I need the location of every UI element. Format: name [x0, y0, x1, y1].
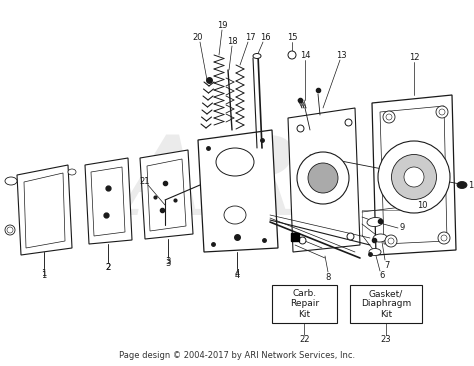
Text: 22: 22	[299, 335, 310, 344]
Polygon shape	[85, 158, 132, 244]
Polygon shape	[288, 108, 360, 252]
Text: 6: 6	[379, 270, 385, 280]
Ellipse shape	[386, 114, 392, 120]
Ellipse shape	[392, 154, 437, 199]
Text: 2: 2	[105, 264, 110, 273]
Text: 3: 3	[165, 258, 171, 266]
Ellipse shape	[224, 206, 246, 224]
Text: 18: 18	[227, 37, 237, 46]
Text: 13: 13	[336, 52, 346, 60]
Ellipse shape	[288, 51, 296, 59]
Polygon shape	[198, 130, 278, 252]
Text: ARI: ARI	[122, 131, 352, 239]
Text: 8: 8	[325, 273, 331, 281]
Text: 1: 1	[41, 269, 46, 277]
Text: 7: 7	[384, 261, 390, 269]
Ellipse shape	[216, 148, 254, 176]
Ellipse shape	[457, 182, 467, 188]
Ellipse shape	[68, 169, 76, 175]
Ellipse shape	[441, 235, 447, 241]
Text: 16: 16	[260, 34, 270, 42]
Ellipse shape	[378, 141, 450, 213]
Text: Page design © 2004-2017 by ARI Network Services, Inc.: Page design © 2004-2017 by ARI Network S…	[119, 351, 355, 361]
Ellipse shape	[253, 53, 261, 59]
Text: 11: 11	[468, 180, 474, 190]
Text: 20: 20	[193, 34, 203, 42]
Ellipse shape	[369, 249, 381, 255]
Text: 21: 21	[140, 178, 150, 187]
Ellipse shape	[7, 227, 13, 233]
Polygon shape	[91, 167, 125, 236]
Ellipse shape	[438, 232, 450, 244]
Text: 14: 14	[300, 52, 310, 60]
Bar	[272, 285, 337, 323]
Ellipse shape	[385, 235, 397, 247]
Ellipse shape	[436, 106, 448, 118]
Ellipse shape	[297, 152, 349, 204]
Text: 4: 4	[234, 272, 240, 280]
Ellipse shape	[367, 217, 383, 227]
Text: 15: 15	[287, 34, 297, 42]
Polygon shape	[380, 106, 447, 244]
Text: 23: 23	[381, 335, 392, 344]
Ellipse shape	[5, 177, 17, 185]
Text: 2: 2	[105, 262, 110, 272]
Ellipse shape	[383, 111, 395, 123]
Text: 3: 3	[165, 258, 171, 268]
Text: 10: 10	[417, 201, 427, 209]
Ellipse shape	[404, 167, 424, 187]
Text: 4: 4	[234, 269, 240, 277]
Text: Carb.
Repair
Kit: Carb. Repair Kit	[290, 289, 319, 319]
Polygon shape	[140, 150, 193, 239]
Text: 1: 1	[41, 270, 46, 280]
Polygon shape	[147, 159, 186, 231]
Ellipse shape	[388, 238, 394, 244]
Polygon shape	[372, 95, 456, 255]
Ellipse shape	[439, 109, 445, 115]
Bar	[350, 285, 422, 323]
Text: 12: 12	[409, 53, 419, 63]
Ellipse shape	[5, 225, 15, 235]
Ellipse shape	[373, 234, 387, 242]
Ellipse shape	[308, 163, 338, 193]
Text: 17: 17	[245, 34, 255, 42]
Polygon shape	[17, 165, 72, 255]
Text: 19: 19	[217, 22, 227, 30]
Polygon shape	[24, 173, 65, 248]
Text: 9: 9	[400, 224, 405, 232]
Text: Gasket/
Diaphragm
Kit: Gasket/ Diaphragm Kit	[361, 289, 411, 319]
